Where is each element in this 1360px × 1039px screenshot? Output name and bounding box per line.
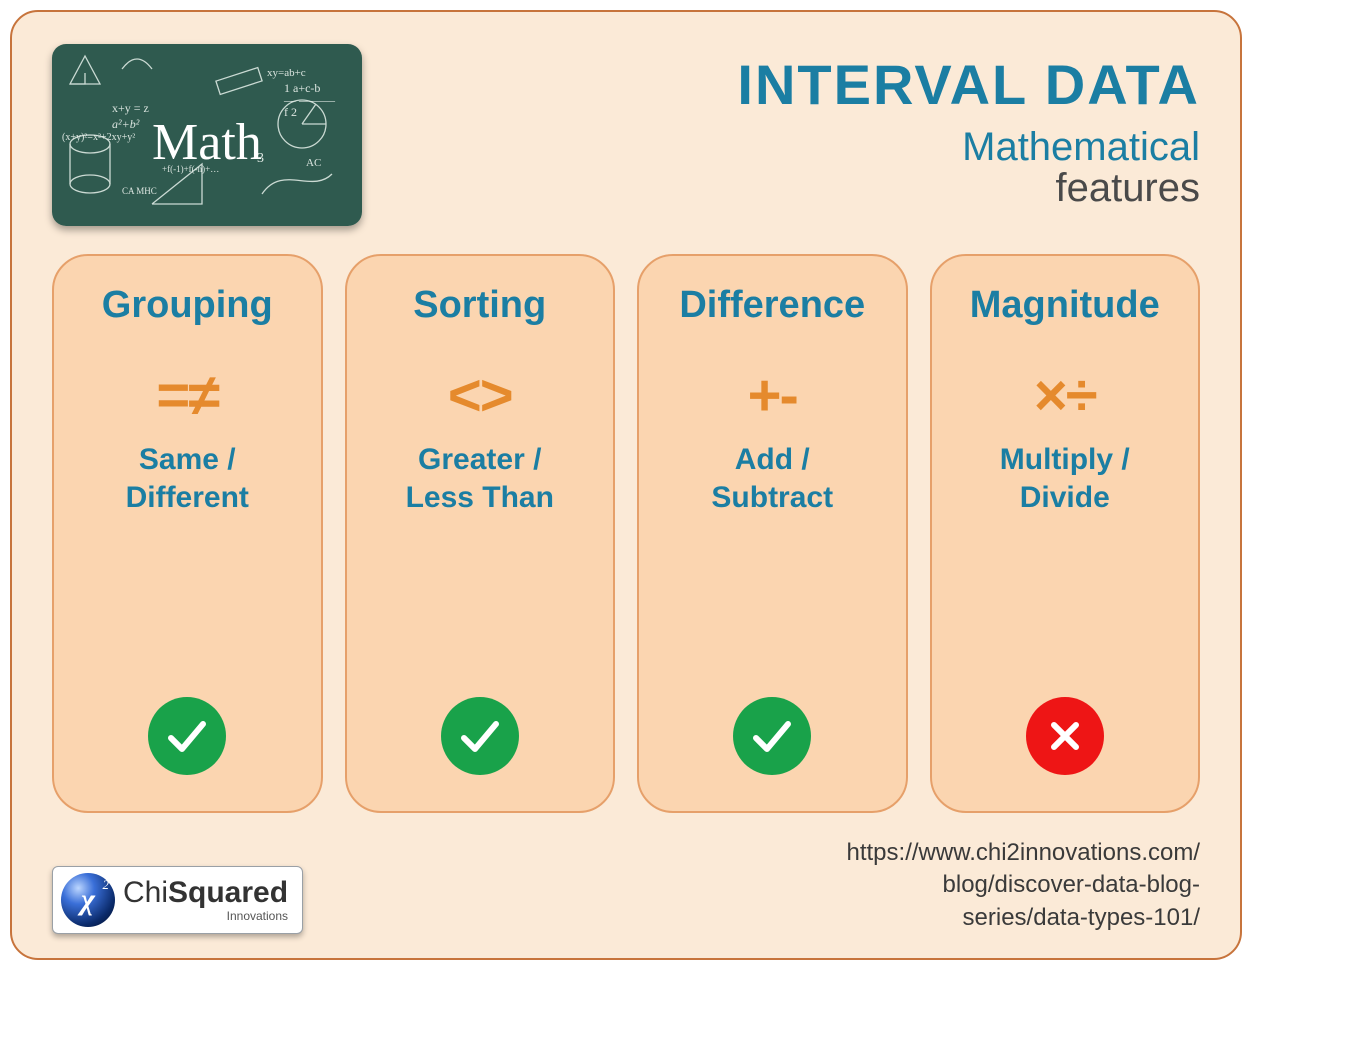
- card-magnitude: Magnitude ×÷ Multiply / Divide: [930, 254, 1201, 813]
- chisquared-logo: χ2 ChiSquared Innovations: [52, 866, 303, 934]
- cards-row: Grouping =≠ Same / Different Sorting <> …: [52, 254, 1200, 813]
- svg-text:(x+y)²=x²+2xy+y²: (x+y)²=x²+2xy+y²: [62, 132, 135, 143]
- card-symbols: +-: [748, 367, 797, 425]
- math-chalkboard-image: x+y = z a²+b² (x+y)²=x²+2xy+y² xy=ab+c 1…: [52, 44, 362, 226]
- page-title: INTERVAL DATA: [737, 52, 1200, 117]
- url-line-3: series/data-types-101/: [847, 902, 1201, 934]
- svg-text:a²+b²: a²+b²: [112, 117, 140, 131]
- card-sorting: Sorting <> Greater / Less Than: [345, 254, 616, 813]
- card-desc-l1: Greater /: [418, 443, 541, 476]
- svg-text:AC: AC: [306, 157, 321, 169]
- check-icon: [441, 697, 519, 775]
- check-icon: [733, 697, 811, 775]
- source-url: https://www.chi2innovations.com/ blog/di…: [847, 837, 1201, 934]
- card-desc-l2: Divide: [1020, 481, 1110, 514]
- svg-text:x+y = z: x+y = z: [112, 101, 149, 115]
- card-desc-l1: Add /: [735, 443, 810, 476]
- url-line-1: https://www.chi2innovations.com/: [847, 837, 1201, 869]
- svg-text:CA MHC: CA MHC: [122, 186, 157, 196]
- header: x+y = z a²+b² (x+y)²=x²+2xy+y² xy=ab+c 1…: [52, 44, 1200, 226]
- chalkboard-svg: x+y = z a²+b² (x+y)²=x²+2xy+y² xy=ab+c 1…: [52, 44, 362, 226]
- infographic-frame: x+y = z a²+b² (x+y)²=x²+2xy+y² xy=ab+c 1…: [10, 10, 1242, 960]
- card-desc: Greater / Less Than: [406, 441, 554, 516]
- cross-icon: [1026, 697, 1104, 775]
- logo-text: ChiSquared Innovations: [123, 878, 288, 922]
- subtitle-line-2: features: [737, 166, 1200, 211]
- card-desc: Same / Different: [126, 441, 249, 516]
- logo-word-b: Squared: [168, 876, 288, 909]
- card-grouping: Grouping =≠ Same / Different: [52, 254, 323, 813]
- card-desc-l2: Less Than: [406, 481, 554, 514]
- logo-sphere-icon: χ2: [61, 873, 115, 927]
- card-desc-l2: Subtract: [711, 481, 833, 514]
- card-title: Grouping: [102, 284, 273, 327]
- card-difference: Difference +- Add / Subtract: [637, 254, 908, 813]
- url-line-2: blog/discover-data-blog-: [847, 869, 1201, 901]
- card-desc-l2: Different: [126, 481, 249, 514]
- card-title: Sorting: [413, 284, 546, 327]
- card-symbols: <>: [448, 367, 512, 425]
- card-desc: Multiply / Divide: [1000, 441, 1130, 516]
- svg-text:f 2: f 2: [284, 105, 297, 119]
- footer: χ2 ChiSquared Innovations https://www.ch…: [52, 837, 1200, 934]
- logo-sub: Innovations: [227, 910, 288, 922]
- card-desc: Add / Subtract: [711, 441, 833, 516]
- card-title: Difference: [679, 284, 865, 327]
- card-symbols: =≠: [156, 367, 218, 425]
- svg-text:xy=ab+c: xy=ab+c: [267, 67, 306, 79]
- chalkboard-label: Math: [152, 114, 262, 171]
- card-desc-l1: Same /: [139, 443, 236, 476]
- card-desc-l1: Multiply /: [1000, 443, 1130, 476]
- subtitle-line-1: Mathematical: [737, 125, 1200, 170]
- check-icon: [148, 697, 226, 775]
- logo-word-a: Chi: [123, 876, 168, 909]
- card-symbols: ×÷: [1034, 367, 1096, 425]
- card-title: Magnitude: [970, 284, 1160, 327]
- title-block: INTERVAL DATA Mathematical features: [737, 44, 1200, 211]
